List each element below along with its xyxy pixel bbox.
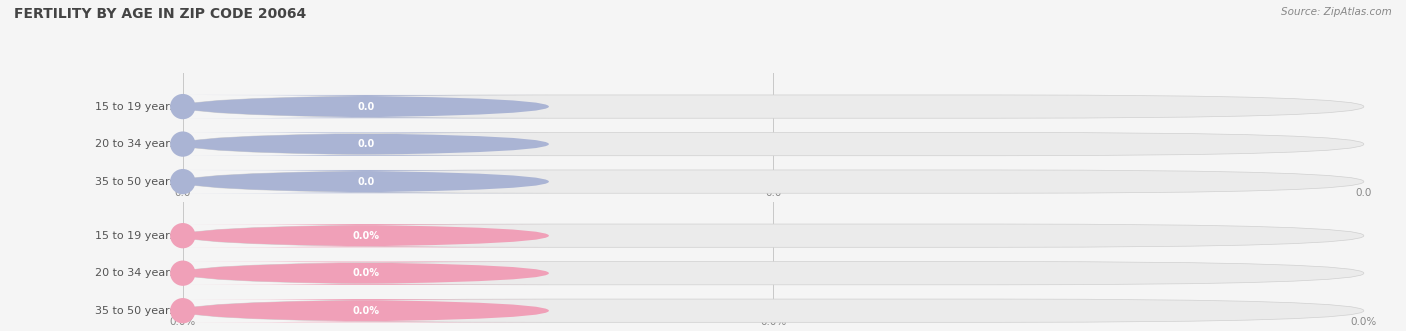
Text: 20 to 34 years: 20 to 34 years [96,139,176,149]
FancyBboxPatch shape [183,224,548,247]
FancyBboxPatch shape [183,261,1364,285]
Text: 15 to 19 years: 15 to 19 years [96,231,176,241]
Text: 35 to 50 years: 35 to 50 years [96,306,176,316]
Text: 0.0: 0.0 [357,102,374,112]
Text: FERTILITY BY AGE IN ZIP CODE 20064: FERTILITY BY AGE IN ZIP CODE 20064 [14,7,307,21]
FancyBboxPatch shape [183,170,548,193]
FancyBboxPatch shape [183,224,1364,247]
Text: 0.0%: 0.0% [353,268,380,278]
Text: 15 to 19 years: 15 to 19 years [96,102,176,112]
FancyBboxPatch shape [183,299,1364,322]
FancyBboxPatch shape [183,170,1364,193]
Text: 0.0%: 0.0% [353,306,380,316]
FancyBboxPatch shape [183,95,1364,118]
FancyBboxPatch shape [183,95,548,118]
Text: Source: ZipAtlas.com: Source: ZipAtlas.com [1281,7,1392,17]
Text: 35 to 50 years: 35 to 50 years [96,177,176,187]
FancyBboxPatch shape [183,261,548,285]
FancyBboxPatch shape [183,132,1364,156]
Text: 20 to 34 years: 20 to 34 years [96,268,176,278]
FancyBboxPatch shape [183,299,548,322]
FancyBboxPatch shape [183,132,548,156]
Text: 0.0: 0.0 [357,177,374,187]
Text: 0.0: 0.0 [357,139,374,149]
Text: 0.0%: 0.0% [353,231,380,241]
